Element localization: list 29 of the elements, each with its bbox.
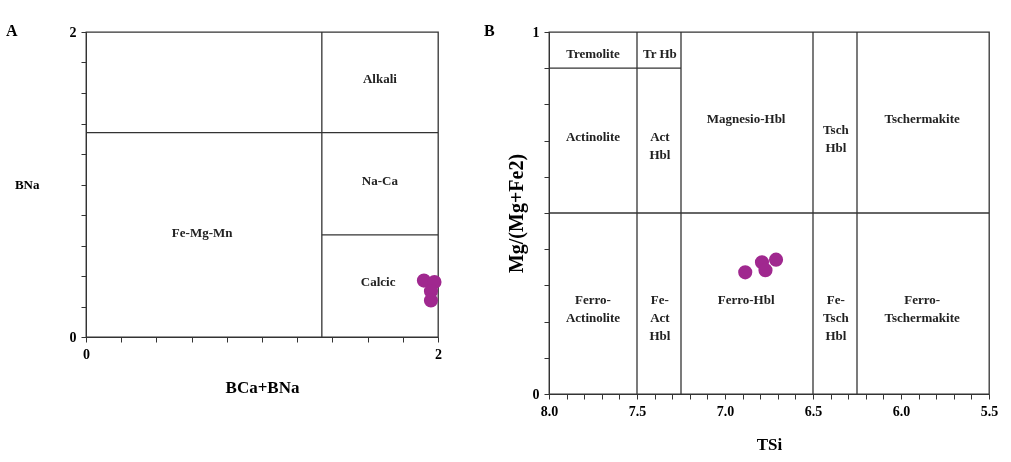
annotation: Fe- Tsch Hbl	[823, 291, 850, 343]
annotation: Tschermakite	[884, 110, 961, 126]
annotation: Magnesio-Hbl	[706, 110, 786, 126]
y-tick-label: 1	[532, 24, 540, 40]
y-axis-title: BNa	[14, 177, 40, 192]
x-tick-label: 7.0	[716, 403, 735, 419]
chart-title: A	[6, 22, 18, 39]
x-axis-title: BCa+BNa	[225, 377, 300, 397]
annotation: Tr Hb	[642, 45, 677, 61]
annotation: Fe- Act Hbl	[649, 291, 671, 343]
chart-title: B	[484, 22, 495, 39]
x-tick-label: 6.0	[892, 403, 911, 419]
x-axis-title: TSi	[756, 434, 783, 454]
annotation: Ferro-Hbl	[717, 291, 775, 307]
annotation: Ferro- Tschermakite	[884, 291, 961, 325]
x-tick-label: 7.5	[628, 403, 647, 419]
annotation: Fe-Mg-Mn	[171, 225, 234, 241]
x-tick-label: 5.5	[980, 403, 999, 419]
annotation: Act Hbl	[649, 128, 671, 162]
x-tick-label: 6.5	[804, 403, 823, 419]
annotation: Na-Ca	[361, 173, 399, 189]
annotation: Ferro- Actinolite	[565, 291, 621, 325]
annotation: Tsch Hbl	[823, 121, 850, 155]
annotation: Tremolite	[566, 45, 621, 61]
annotation: Actinolite	[565, 128, 621, 144]
y-axis-title: Mg/(Mg+Fe2)	[504, 153, 528, 274]
annotation: Alkali	[362, 71, 398, 87]
annotation: Calcic	[360, 274, 396, 290]
x-tick-label: 8.0	[540, 403, 559, 419]
